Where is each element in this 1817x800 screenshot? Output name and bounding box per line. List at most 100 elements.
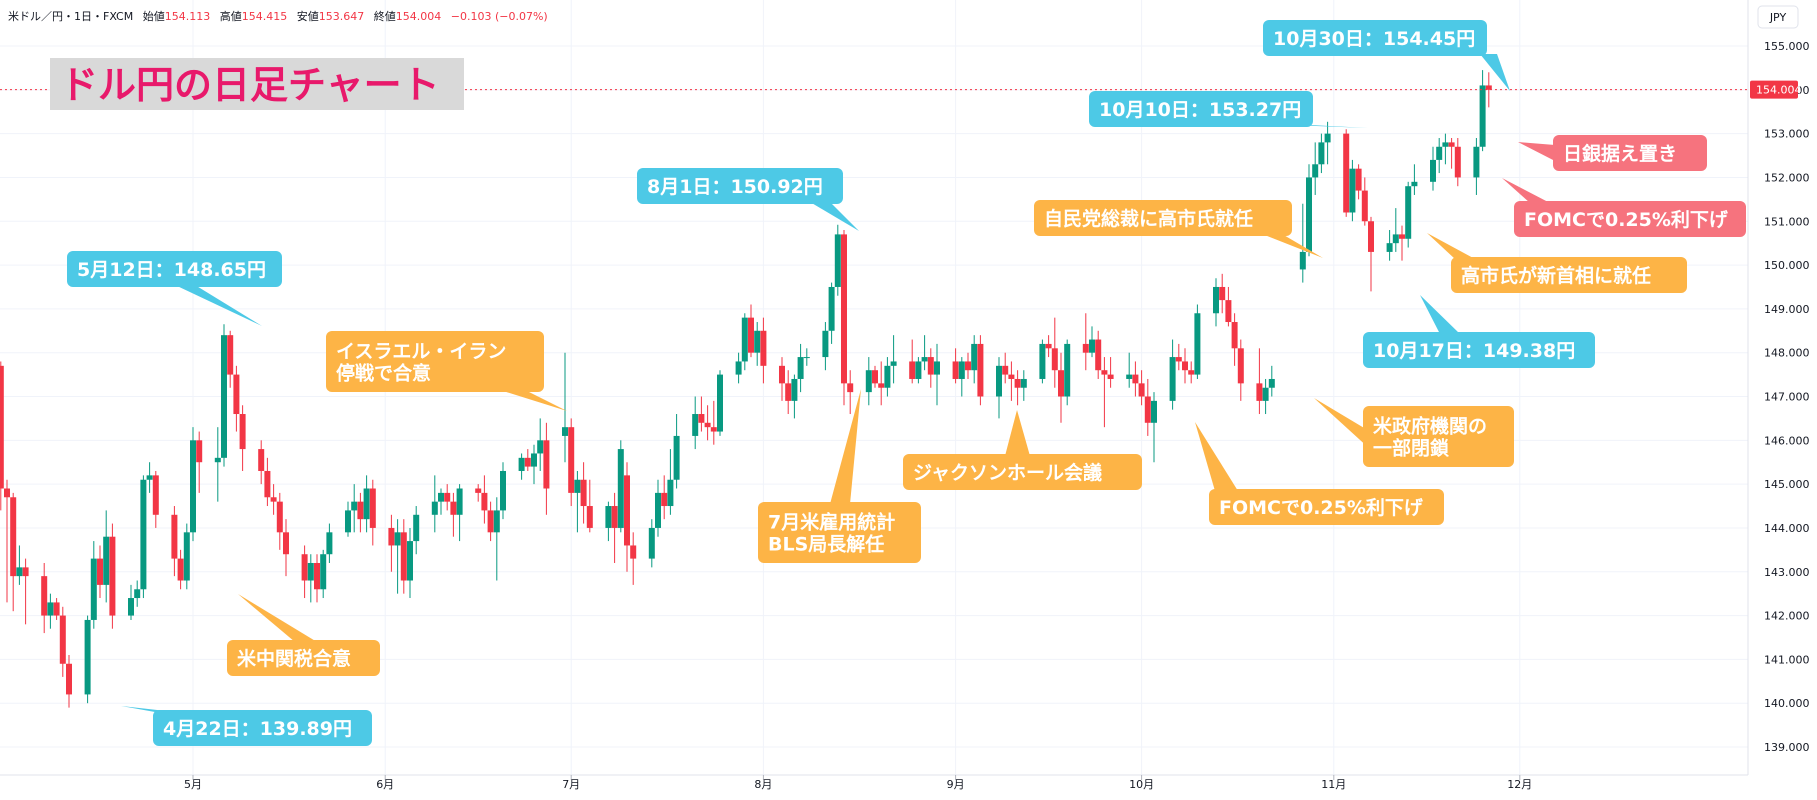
candle [779, 357, 785, 401]
candle-body [394, 532, 401, 546]
candle [47, 593, 54, 629]
candle [921, 335, 928, 371]
candle [1169, 339, 1176, 410]
candle-body [214, 457, 221, 463]
candle-body [822, 330, 829, 358]
candle-body [952, 361, 959, 379]
annotation-text: 4月22日：139.89円 [163, 718, 352, 740]
currency-button-bg [1757, 5, 1799, 29]
axes [0, 0, 1749, 776]
candle [760, 317, 767, 384]
candle-body [847, 383, 854, 393]
candle [1237, 339, 1244, 401]
x-tick-label: 6月 [376, 778, 394, 791]
candle-body [828, 286, 835, 331]
candle-body [1144, 396, 1151, 423]
candle [586, 479, 593, 533]
candle-body [314, 562, 320, 590]
candle-body [878, 383, 885, 388]
candle [1473, 138, 1480, 195]
annotation-text: イスラエル・イラン停戦で合意 [336, 341, 506, 385]
annotation-text-line: 日銀据え置き [1563, 142, 1677, 165]
candle-body [735, 361, 742, 375]
annotation-text: FOMCで0.25%利下げ [1524, 209, 1729, 231]
annotation-text: 高市氏が新首相に就任 [1461, 264, 1651, 287]
candle-body [1306, 177, 1312, 252]
annotation-pointer [810, 202, 859, 231]
candle [1430, 146, 1436, 191]
candle [1312, 142, 1319, 195]
candle [661, 475, 668, 520]
candle [1256, 348, 1263, 415]
candle [1045, 335, 1052, 358]
candle [648, 519, 655, 568]
candle-body [1442, 142, 1449, 147]
candle-body [90, 558, 97, 620]
candle [537, 418, 544, 471]
annotation-callout: 自民党総裁に高市氏就任 [1034, 200, 1323, 258]
candle-body [1479, 85, 1486, 147]
y-tick-label: 145.000 [1764, 478, 1810, 491]
candle-body [934, 361, 940, 375]
low-label: 安値 [297, 9, 319, 23]
candle [128, 584, 134, 620]
candle-body [1182, 361, 1188, 371]
candle [1386, 230, 1393, 261]
last-price-badge-bg [1750, 80, 1798, 99]
candle-body [1256, 383, 1263, 401]
candle [1132, 361, 1139, 397]
candle-body [580, 479, 587, 507]
candle [10, 492, 17, 612]
candle [1188, 361, 1195, 384]
candle-body [152, 475, 159, 515]
candle-body [146, 475, 153, 480]
candle-body [531, 453, 537, 467]
candle [878, 361, 885, 406]
candle [41, 562, 48, 634]
annotation-box [1363, 406, 1514, 467]
annotation-box [1263, 20, 1487, 56]
candle-body [1008, 374, 1015, 379]
candle-body [388, 527, 395, 546]
candle-body [890, 361, 897, 366]
candle [1392, 208, 1399, 252]
candle [97, 545, 103, 599]
annotation-box [1451, 257, 1687, 293]
annotation-callout: 7月米雇用統計 BLS局長解任 [758, 389, 921, 563]
annotation-text-line: FOMCで0.25%利下げ [1219, 497, 1424, 519]
annotation-box [903, 454, 1142, 490]
annotation-text-line: 10月17日：149.38円 [1373, 340, 1575, 362]
candle [357, 492, 364, 533]
annotation-callout: 米中関税合意 [227, 594, 380, 676]
candle-body [41, 576, 48, 616]
candle [1448, 138, 1455, 169]
candle [965, 352, 971, 379]
candle-body [568, 427, 575, 493]
annotation-box [637, 168, 843, 204]
annotation-pointer [1420, 295, 1460, 334]
currency-button[interactable]: JPY [1757, 5, 1799, 29]
candle [971, 335, 978, 384]
y-tick-label: 153.000 [1764, 128, 1810, 141]
candle [1014, 370, 1021, 406]
candle-body [1399, 234, 1405, 239]
candle-body [1343, 133, 1350, 213]
annotation-callout: 8月1日：150.92円 [637, 168, 859, 231]
annotation-box [227, 640, 380, 676]
candle [314, 554, 320, 603]
candle-body [357, 501, 364, 520]
candle-body [834, 234, 841, 287]
candle [394, 519, 401, 594]
candle-body [605, 506, 612, 528]
candle-body [351, 501, 358, 511]
candle-body [1138, 383, 1145, 397]
candle [66, 654, 72, 708]
grid [0, 0, 1748, 775]
candle-body [190, 440, 196, 533]
candle [1479, 70, 1486, 152]
candle [1138, 370, 1145, 406]
candle [927, 348, 934, 388]
candle [890, 335, 897, 384]
candle [1405, 181, 1412, 248]
candle-body [1392, 234, 1399, 244]
